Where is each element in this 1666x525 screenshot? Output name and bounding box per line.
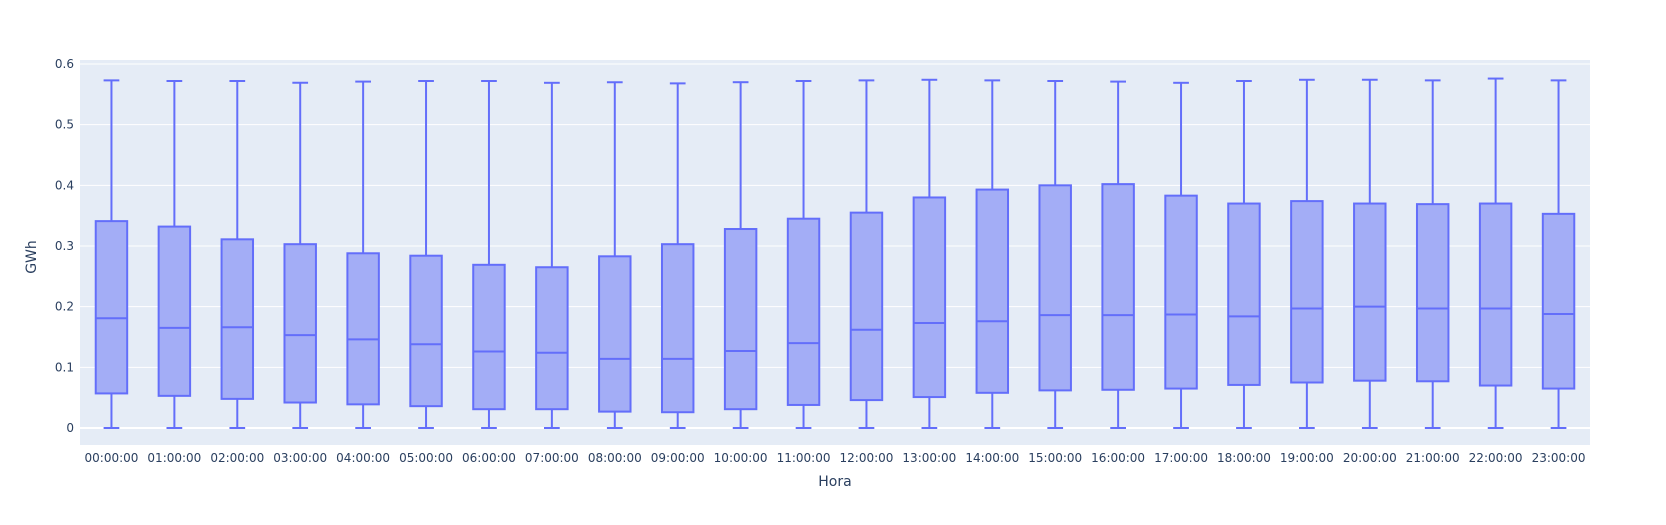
- x-tick-label: 10:00:00: [714, 451, 768, 465]
- box-13:00:00: [912, 78, 947, 429]
- x-axis-ticks: 00:00:00 01:00:00 02:00:00 03:00:00 04:00:00…: [85, 451, 1586, 465]
- box-10:00:00: [723, 81, 758, 429]
- iqr-box: [472, 263, 506, 411]
- iqr-box: [1353, 202, 1387, 382]
- box-17:00:00: [1164, 81, 1198, 429]
- x-tick-label: 13:00:00: [902, 451, 956, 465]
- iqr-box: [157, 225, 192, 397]
- box-20:00:00: [1353, 78, 1387, 429]
- x-tick-label: 04:00:00: [336, 451, 390, 465]
- x-tick-label: 18:00:00: [1217, 451, 1271, 465]
- iqr-box: [1478, 202, 1513, 387]
- x-tick-label: 17:00:00: [1154, 451, 1208, 465]
- box-08:00:00: [598, 81, 632, 429]
- iqr-box: [975, 188, 1010, 394]
- iqr-box: [660, 243, 695, 414]
- x-tick-label: 16:00:00: [1091, 451, 1145, 465]
- box-02:00:00: [220, 79, 255, 429]
- box-05:00:00: [409, 79, 443, 429]
- x-tick-label: 08:00:00: [588, 451, 642, 465]
- box-16:00:00: [1101, 80, 1135, 429]
- y-tick-label: 0.2: [55, 300, 74, 314]
- iqr-box: [1227, 202, 1261, 386]
- iqr-box: [786, 217, 821, 406]
- box-11:00:00: [786, 79, 821, 429]
- x-tick-label: 12:00:00: [840, 451, 894, 465]
- x-tick-label: 00:00:00: [85, 451, 139, 465]
- x-tick-label: 11:00:00: [777, 451, 831, 465]
- iqr-box: [1038, 184, 1072, 392]
- x-tick-label: 09:00:00: [651, 451, 705, 465]
- gridlines: [80, 63, 1590, 429]
- x-tick-label: 19:00:00: [1280, 451, 1334, 465]
- x-tick-label: 02:00:00: [210, 451, 264, 465]
- box-18:00:00: [1227, 79, 1261, 429]
- iqr-box: [220, 238, 255, 400]
- box-14:00:00: [975, 79, 1010, 429]
- box-23:00:00: [1541, 79, 1576, 429]
- box-07:00:00: [535, 81, 569, 429]
- iqr-box: [346, 252, 380, 406]
- box-15:00:00: [1038, 79, 1072, 429]
- box-00:00:00: [94, 79, 129, 429]
- y-tick-label: 0.5: [55, 118, 74, 132]
- box-22:00:00: [1478, 77, 1513, 429]
- iqr-box: [283, 243, 317, 404]
- box-21:00:00: [1415, 79, 1450, 429]
- x-tick-label: 15:00:00: [1028, 451, 1082, 465]
- x-axis-title: Hora: [818, 474, 851, 490]
- y-tick-label: 0.6: [55, 57, 74, 71]
- x-tick-label: 21:00:00: [1406, 451, 1460, 465]
- y-axis-title: GWh: [24, 240, 40, 274]
- x-tick-label: 07:00:00: [525, 451, 579, 465]
- y-tick-label: 0.1: [55, 360, 74, 374]
- y-tick-label: 0: [66, 421, 74, 435]
- box-04:00:00: [346, 80, 380, 429]
- iqr-box: [409, 254, 443, 408]
- x-tick-label: 20:00:00: [1343, 451, 1397, 465]
- iqr-box: [1101, 183, 1135, 391]
- iqr-box: [535, 266, 569, 411]
- x-tick-label: 01:00:00: [147, 451, 201, 465]
- y-tick-label: 0.4: [55, 178, 74, 192]
- iqr-box: [1541, 212, 1576, 390]
- iqr-box: [598, 255, 632, 413]
- x-tick-label: 05:00:00: [399, 451, 453, 465]
- x-tick-label: 22:00:00: [1469, 451, 1523, 465]
- y-tick-label: 0.3: [55, 239, 74, 253]
- boxes-layer: [94, 77, 1576, 429]
- iqr-box: [1415, 203, 1450, 383]
- iqr-box: [1164, 194, 1198, 390]
- iqr-box: [723, 228, 758, 411]
- box-19:00:00: [1290, 78, 1324, 429]
- x-tick-label: 06:00:00: [462, 451, 516, 465]
- iqr-box: [849, 211, 884, 402]
- box-09:00:00: [660, 82, 695, 429]
- iqr-box: [912, 196, 947, 399]
- x-tick-label: 03:00:00: [273, 451, 327, 465]
- box-01:00:00: [157, 79, 192, 429]
- box-06:00:00: [472, 79, 506, 429]
- iqr-box: [1290, 200, 1324, 384]
- x-tick-label: 23:00:00: [1532, 451, 1586, 465]
- y-axis-ticks: 0 0.1 0.2 0.3 0.4 0.5 0.6: [55, 57, 74, 435]
- iqr-box: [94, 220, 129, 395]
- x-tick-label: 14:00:00: [965, 451, 1019, 465]
- box-12:00:00: [849, 79, 884, 429]
- box-03:00:00: [283, 81, 317, 429]
